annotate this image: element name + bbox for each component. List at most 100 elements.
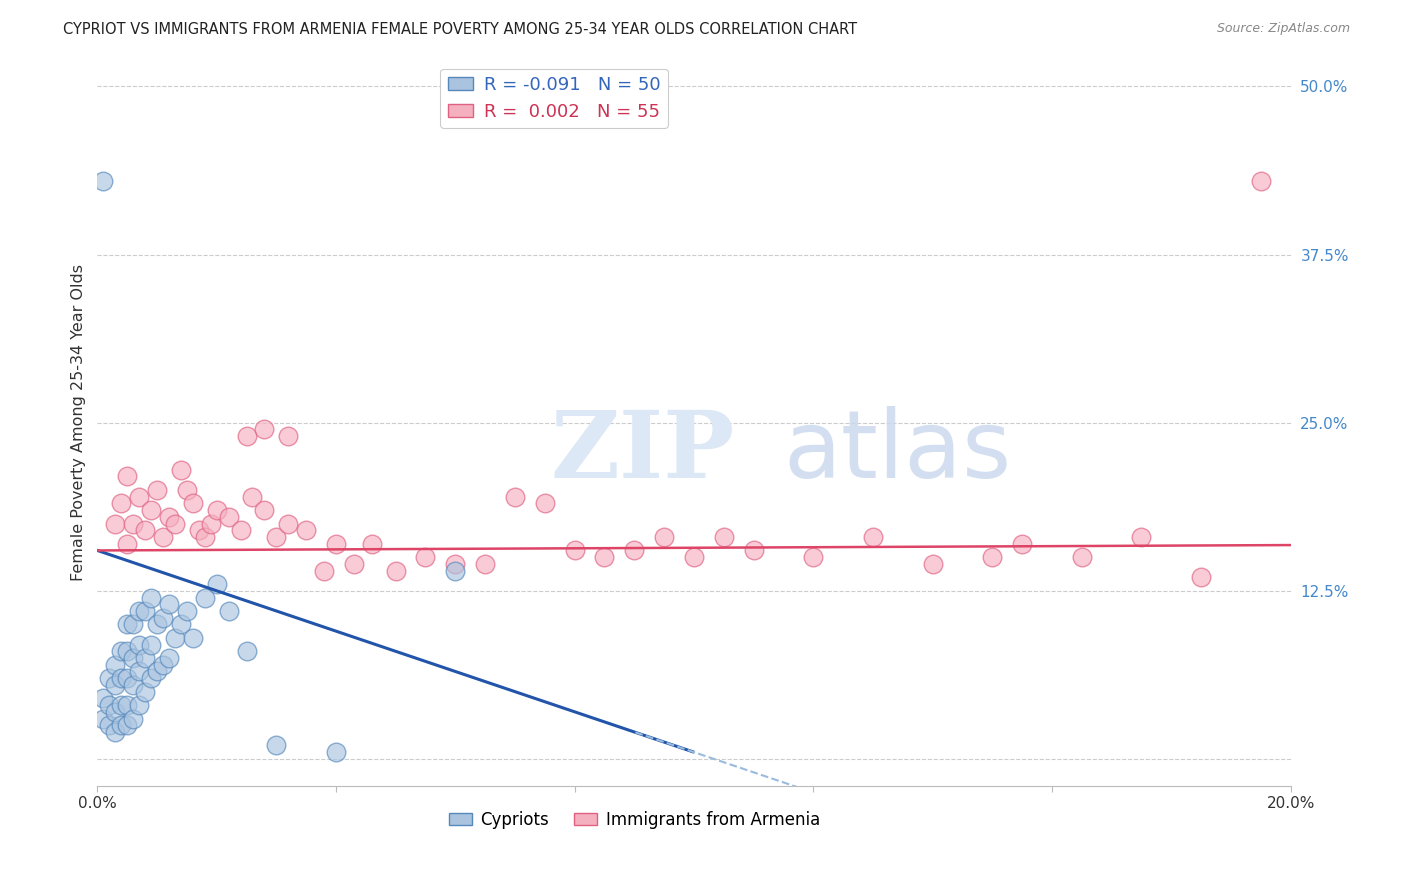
Point — [295, 523, 318, 537]
Point — [139, 591, 162, 605]
Point — [312, 564, 335, 578]
Point — [104, 705, 127, 719]
Point — [146, 665, 169, 679]
Point — [115, 617, 138, 632]
Point — [384, 564, 406, 578]
Point — [200, 516, 222, 531]
Text: atlas: atlas — [783, 406, 1012, 498]
Point — [325, 537, 347, 551]
Point — [110, 644, 132, 658]
Point — [742, 543, 765, 558]
Point — [91, 174, 114, 188]
Point — [104, 516, 127, 531]
Point — [115, 537, 138, 551]
Point — [110, 671, 132, 685]
Legend: Cypriots, Immigrants from Armenia: Cypriots, Immigrants from Armenia — [441, 805, 827, 836]
Text: Source: ZipAtlas.com: Source: ZipAtlas.com — [1216, 22, 1350, 36]
Point — [242, 490, 264, 504]
Point — [652, 530, 675, 544]
Point — [104, 725, 127, 739]
Point — [1130, 530, 1153, 544]
Point — [122, 712, 145, 726]
Point — [139, 638, 162, 652]
Point — [218, 604, 240, 618]
Point — [981, 550, 1004, 565]
Point — [176, 483, 198, 497]
Point — [163, 631, 186, 645]
Y-axis label: Female Poverty Among 25-34 Year Olds: Female Poverty Among 25-34 Year Olds — [72, 264, 86, 582]
Text: ZIP: ZIP — [551, 407, 735, 497]
Point — [128, 604, 150, 618]
Point — [128, 490, 150, 504]
Point — [181, 496, 204, 510]
Point — [91, 691, 114, 706]
Point — [170, 463, 193, 477]
Point — [134, 651, 156, 665]
Point — [474, 557, 496, 571]
Point — [194, 530, 217, 544]
Point — [98, 718, 121, 732]
Point — [266, 739, 288, 753]
Point — [253, 503, 276, 517]
Point — [415, 550, 437, 565]
Point — [152, 530, 174, 544]
Point — [163, 516, 186, 531]
Point — [152, 657, 174, 672]
Point — [134, 523, 156, 537]
Point — [1250, 174, 1272, 188]
Point — [157, 597, 180, 611]
Point — [104, 657, 127, 672]
Point — [593, 550, 616, 565]
Point — [235, 644, 257, 658]
Point — [277, 516, 299, 531]
Point — [235, 429, 257, 443]
Point — [343, 557, 366, 571]
Point — [104, 678, 127, 692]
Point — [266, 530, 288, 544]
Point — [205, 577, 228, 591]
Point — [533, 496, 555, 510]
Point — [360, 537, 382, 551]
Point — [801, 550, 824, 565]
Point — [1011, 537, 1033, 551]
Point — [146, 617, 169, 632]
Point — [205, 503, 228, 517]
Point — [229, 523, 252, 537]
Point — [115, 698, 138, 712]
Point — [122, 516, 145, 531]
Point — [187, 523, 209, 537]
Point — [921, 557, 943, 571]
Point — [152, 610, 174, 624]
Point — [110, 496, 132, 510]
Point — [1189, 570, 1212, 584]
Point — [122, 678, 145, 692]
Point — [157, 651, 180, 665]
Point — [683, 550, 706, 565]
Point — [91, 712, 114, 726]
Point — [115, 671, 138, 685]
Point — [122, 617, 145, 632]
Point — [157, 509, 180, 524]
Point — [128, 665, 150, 679]
Point — [564, 543, 586, 558]
Point — [218, 509, 240, 524]
Point — [98, 671, 121, 685]
Point — [115, 644, 138, 658]
Point — [181, 631, 204, 645]
Point — [862, 530, 884, 544]
Point — [115, 469, 138, 483]
Point — [194, 591, 217, 605]
Text: CYPRIOT VS IMMIGRANTS FROM ARMENIA FEMALE POVERTY AMONG 25-34 YEAR OLDS CORRELAT: CYPRIOT VS IMMIGRANTS FROM ARMENIA FEMAL… — [63, 22, 858, 37]
Point — [122, 651, 145, 665]
Point — [444, 564, 467, 578]
Point — [110, 718, 132, 732]
Point — [170, 617, 193, 632]
Point — [444, 557, 467, 571]
Point — [134, 604, 156, 618]
Point — [623, 543, 645, 558]
Point — [277, 429, 299, 443]
Point — [325, 745, 347, 759]
Point — [1070, 550, 1092, 565]
Point — [128, 698, 150, 712]
Point — [503, 490, 526, 504]
